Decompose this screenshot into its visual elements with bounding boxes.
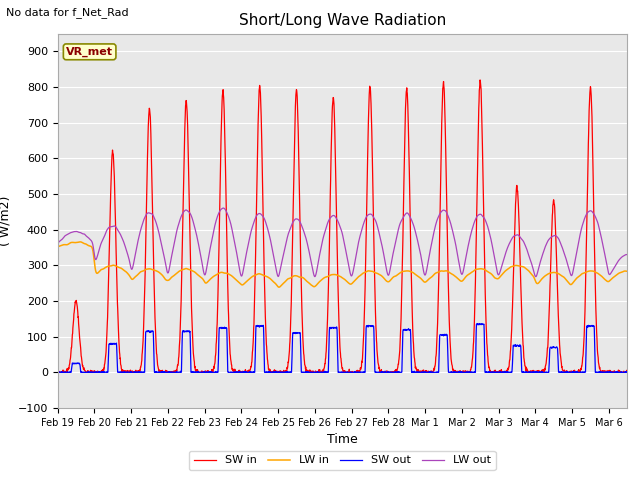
LW in xyxy=(623,268,630,274)
LW out xyxy=(455,259,463,265)
LW out xyxy=(54,240,61,246)
LW out xyxy=(186,210,193,216)
SW out xyxy=(476,321,484,326)
Text: VR_met: VR_met xyxy=(66,47,113,57)
SW out xyxy=(623,370,631,375)
LW in xyxy=(77,239,84,245)
LW out xyxy=(220,205,227,211)
SW out xyxy=(413,369,420,375)
Line: SW out: SW out xyxy=(58,324,627,372)
LW in xyxy=(623,268,631,274)
SW out xyxy=(586,323,594,329)
Y-axis label: ( W/m2): ( W/m2) xyxy=(0,196,12,246)
SW out xyxy=(559,370,567,375)
LW in xyxy=(559,274,567,279)
SW in xyxy=(455,370,463,375)
SW in xyxy=(623,369,631,375)
Line: SW in: SW in xyxy=(58,80,627,372)
LW in xyxy=(413,273,421,278)
LW out xyxy=(586,208,594,214)
SW in xyxy=(623,370,630,375)
LW out xyxy=(413,235,420,240)
SW out xyxy=(54,369,61,375)
SW in xyxy=(54,370,62,375)
LW out xyxy=(532,274,540,279)
SW in xyxy=(186,225,193,230)
SW out xyxy=(186,329,193,335)
Line: LW out: LW out xyxy=(58,208,627,276)
SW in xyxy=(54,369,61,374)
LW out xyxy=(623,252,630,257)
SW in xyxy=(559,367,567,373)
LW in xyxy=(54,244,61,250)
Title: Short/Long Wave Radiation: Short/Long Wave Radiation xyxy=(239,13,446,28)
LW in xyxy=(186,267,193,273)
SW in xyxy=(476,77,484,83)
SW out xyxy=(54,370,62,375)
Line: LW in: LW in xyxy=(58,242,627,287)
X-axis label: Time: Time xyxy=(327,433,358,446)
SW out xyxy=(623,369,630,374)
SW in xyxy=(586,87,594,93)
LW in xyxy=(586,268,594,274)
Text: No data for f_Net_Rad: No data for f_Net_Rad xyxy=(6,7,129,18)
LW in xyxy=(455,277,463,283)
LW out xyxy=(559,247,567,252)
SW out xyxy=(455,370,463,375)
SW in xyxy=(413,369,420,374)
Legend: SW in, LW in, SW out, LW out: SW in, LW in, SW out, LW out xyxy=(189,451,495,470)
LW in xyxy=(275,284,283,290)
LW out xyxy=(623,252,631,257)
